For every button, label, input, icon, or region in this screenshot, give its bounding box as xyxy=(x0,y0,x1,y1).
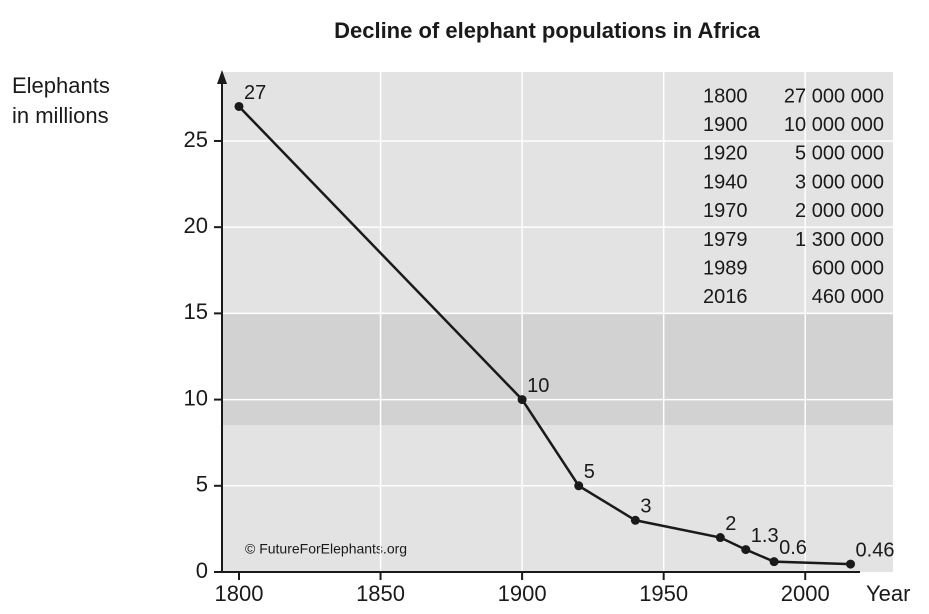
y-axis-label: Elephants xyxy=(12,73,110,98)
y-tick-label: 5 xyxy=(196,472,208,497)
data-label: 5 xyxy=(584,461,595,483)
x-tick-label: 1800 xyxy=(215,581,264,606)
y-tick-label: 0 xyxy=(196,558,208,583)
point xyxy=(715,533,725,543)
data-label: 2 xyxy=(725,513,736,535)
table-year: 1940 xyxy=(703,171,748,193)
table-count: 10 000 000 xyxy=(784,114,884,136)
x-tick-label: 1950 xyxy=(639,581,688,606)
point xyxy=(234,101,244,111)
y-tick-label: 15 xyxy=(184,299,208,324)
x-tick-label: 1850 xyxy=(356,581,405,606)
data-label: 27 xyxy=(244,82,266,104)
x-axis-label: Year xyxy=(866,581,910,606)
data-label: 0.6 xyxy=(779,537,807,559)
y-axis-arrow xyxy=(217,70,227,84)
data-label: 0.46 xyxy=(856,539,895,561)
point xyxy=(517,395,527,405)
line xyxy=(238,105,851,566)
table-count: 1 300 000 xyxy=(795,229,884,251)
table-count: 5 000 000 xyxy=(795,143,884,165)
table-year: 1970 xyxy=(703,200,748,222)
x-tick-label: 2000 xyxy=(781,581,830,606)
data-label: 1.3 xyxy=(751,525,779,547)
y-tick-label: 25 xyxy=(184,127,208,152)
data-label: 10 xyxy=(527,375,549,397)
table-count: 27 000 000 xyxy=(784,85,884,107)
table-year: 1900 xyxy=(703,114,748,136)
point xyxy=(574,481,584,491)
table-count: 460 000 xyxy=(812,286,884,308)
y-tick-label: 10 xyxy=(184,385,208,410)
data-label: 3 xyxy=(640,496,651,518)
table-year: 2016 xyxy=(703,286,748,308)
point xyxy=(630,515,640,525)
chart-title: Decline of elephant populations in Afric… xyxy=(334,18,761,43)
x-tick-label: 1900 xyxy=(498,581,547,606)
y-axis-label: in millions xyxy=(12,103,109,128)
point xyxy=(846,559,856,569)
table-year: 1989 xyxy=(703,257,748,279)
table-year: 1920 xyxy=(703,143,748,165)
table-count: 600 000 xyxy=(812,257,884,279)
point xyxy=(741,545,751,555)
point xyxy=(769,557,779,567)
credit: © FutureForElephants.org xyxy=(245,541,407,557)
table-count: 2 000 000 xyxy=(795,200,884,222)
table-year: 1979 xyxy=(703,229,748,251)
y-tick-label: 20 xyxy=(184,213,208,238)
grid xyxy=(222,72,893,572)
photo-band xyxy=(222,313,893,425)
table-year: 1800 xyxy=(703,85,748,107)
table-count: 3 000 000 xyxy=(795,171,884,193)
